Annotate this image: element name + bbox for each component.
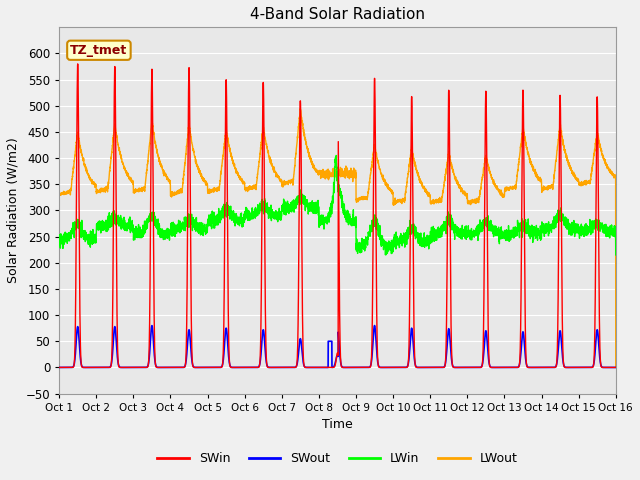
Legend: SWin, SWout, LWin, LWout: SWin, SWout, LWin, LWout <box>152 447 522 470</box>
Title: 4-Band Solar Radiation: 4-Band Solar Radiation <box>250 7 425 22</box>
Text: TZ_tmet: TZ_tmet <box>70 44 127 57</box>
X-axis label: Time: Time <box>322 418 353 431</box>
Y-axis label: Solar Radiation (W/m2): Solar Radiation (W/m2) <box>7 138 20 283</box>
